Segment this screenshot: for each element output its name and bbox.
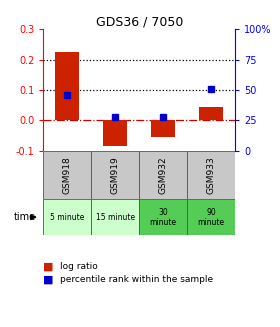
- Bar: [43, 151, 91, 199]
- Bar: [43, 199, 91, 235]
- Text: GSM933: GSM933: [207, 156, 216, 194]
- Bar: [91, 199, 139, 235]
- Text: GSM919: GSM919: [111, 156, 120, 194]
- Text: GSM918: GSM918: [63, 156, 72, 194]
- Bar: [103, 120, 127, 146]
- Text: percentile rank within the sample: percentile rank within the sample: [60, 275, 213, 284]
- Text: time: time: [14, 212, 36, 222]
- Bar: [139, 199, 187, 235]
- Text: 30
minute: 30 minute: [150, 208, 177, 227]
- Text: log ratio: log ratio: [60, 262, 98, 271]
- Bar: [199, 107, 223, 120]
- Bar: [91, 151, 139, 199]
- Bar: [151, 120, 175, 137]
- Bar: [139, 151, 187, 199]
- Text: 15 minute: 15 minute: [96, 213, 135, 222]
- Text: ■: ■: [43, 275, 54, 284]
- Title: GDS36 / 7050: GDS36 / 7050: [95, 15, 183, 28]
- Bar: [187, 151, 235, 199]
- Bar: [187, 199, 235, 235]
- Text: 5 minute: 5 minute: [50, 213, 85, 222]
- Bar: [55, 52, 79, 120]
- Text: ■: ■: [43, 262, 54, 271]
- Text: 90
minute: 90 minute: [198, 208, 225, 227]
- Text: GSM932: GSM932: [159, 156, 168, 194]
